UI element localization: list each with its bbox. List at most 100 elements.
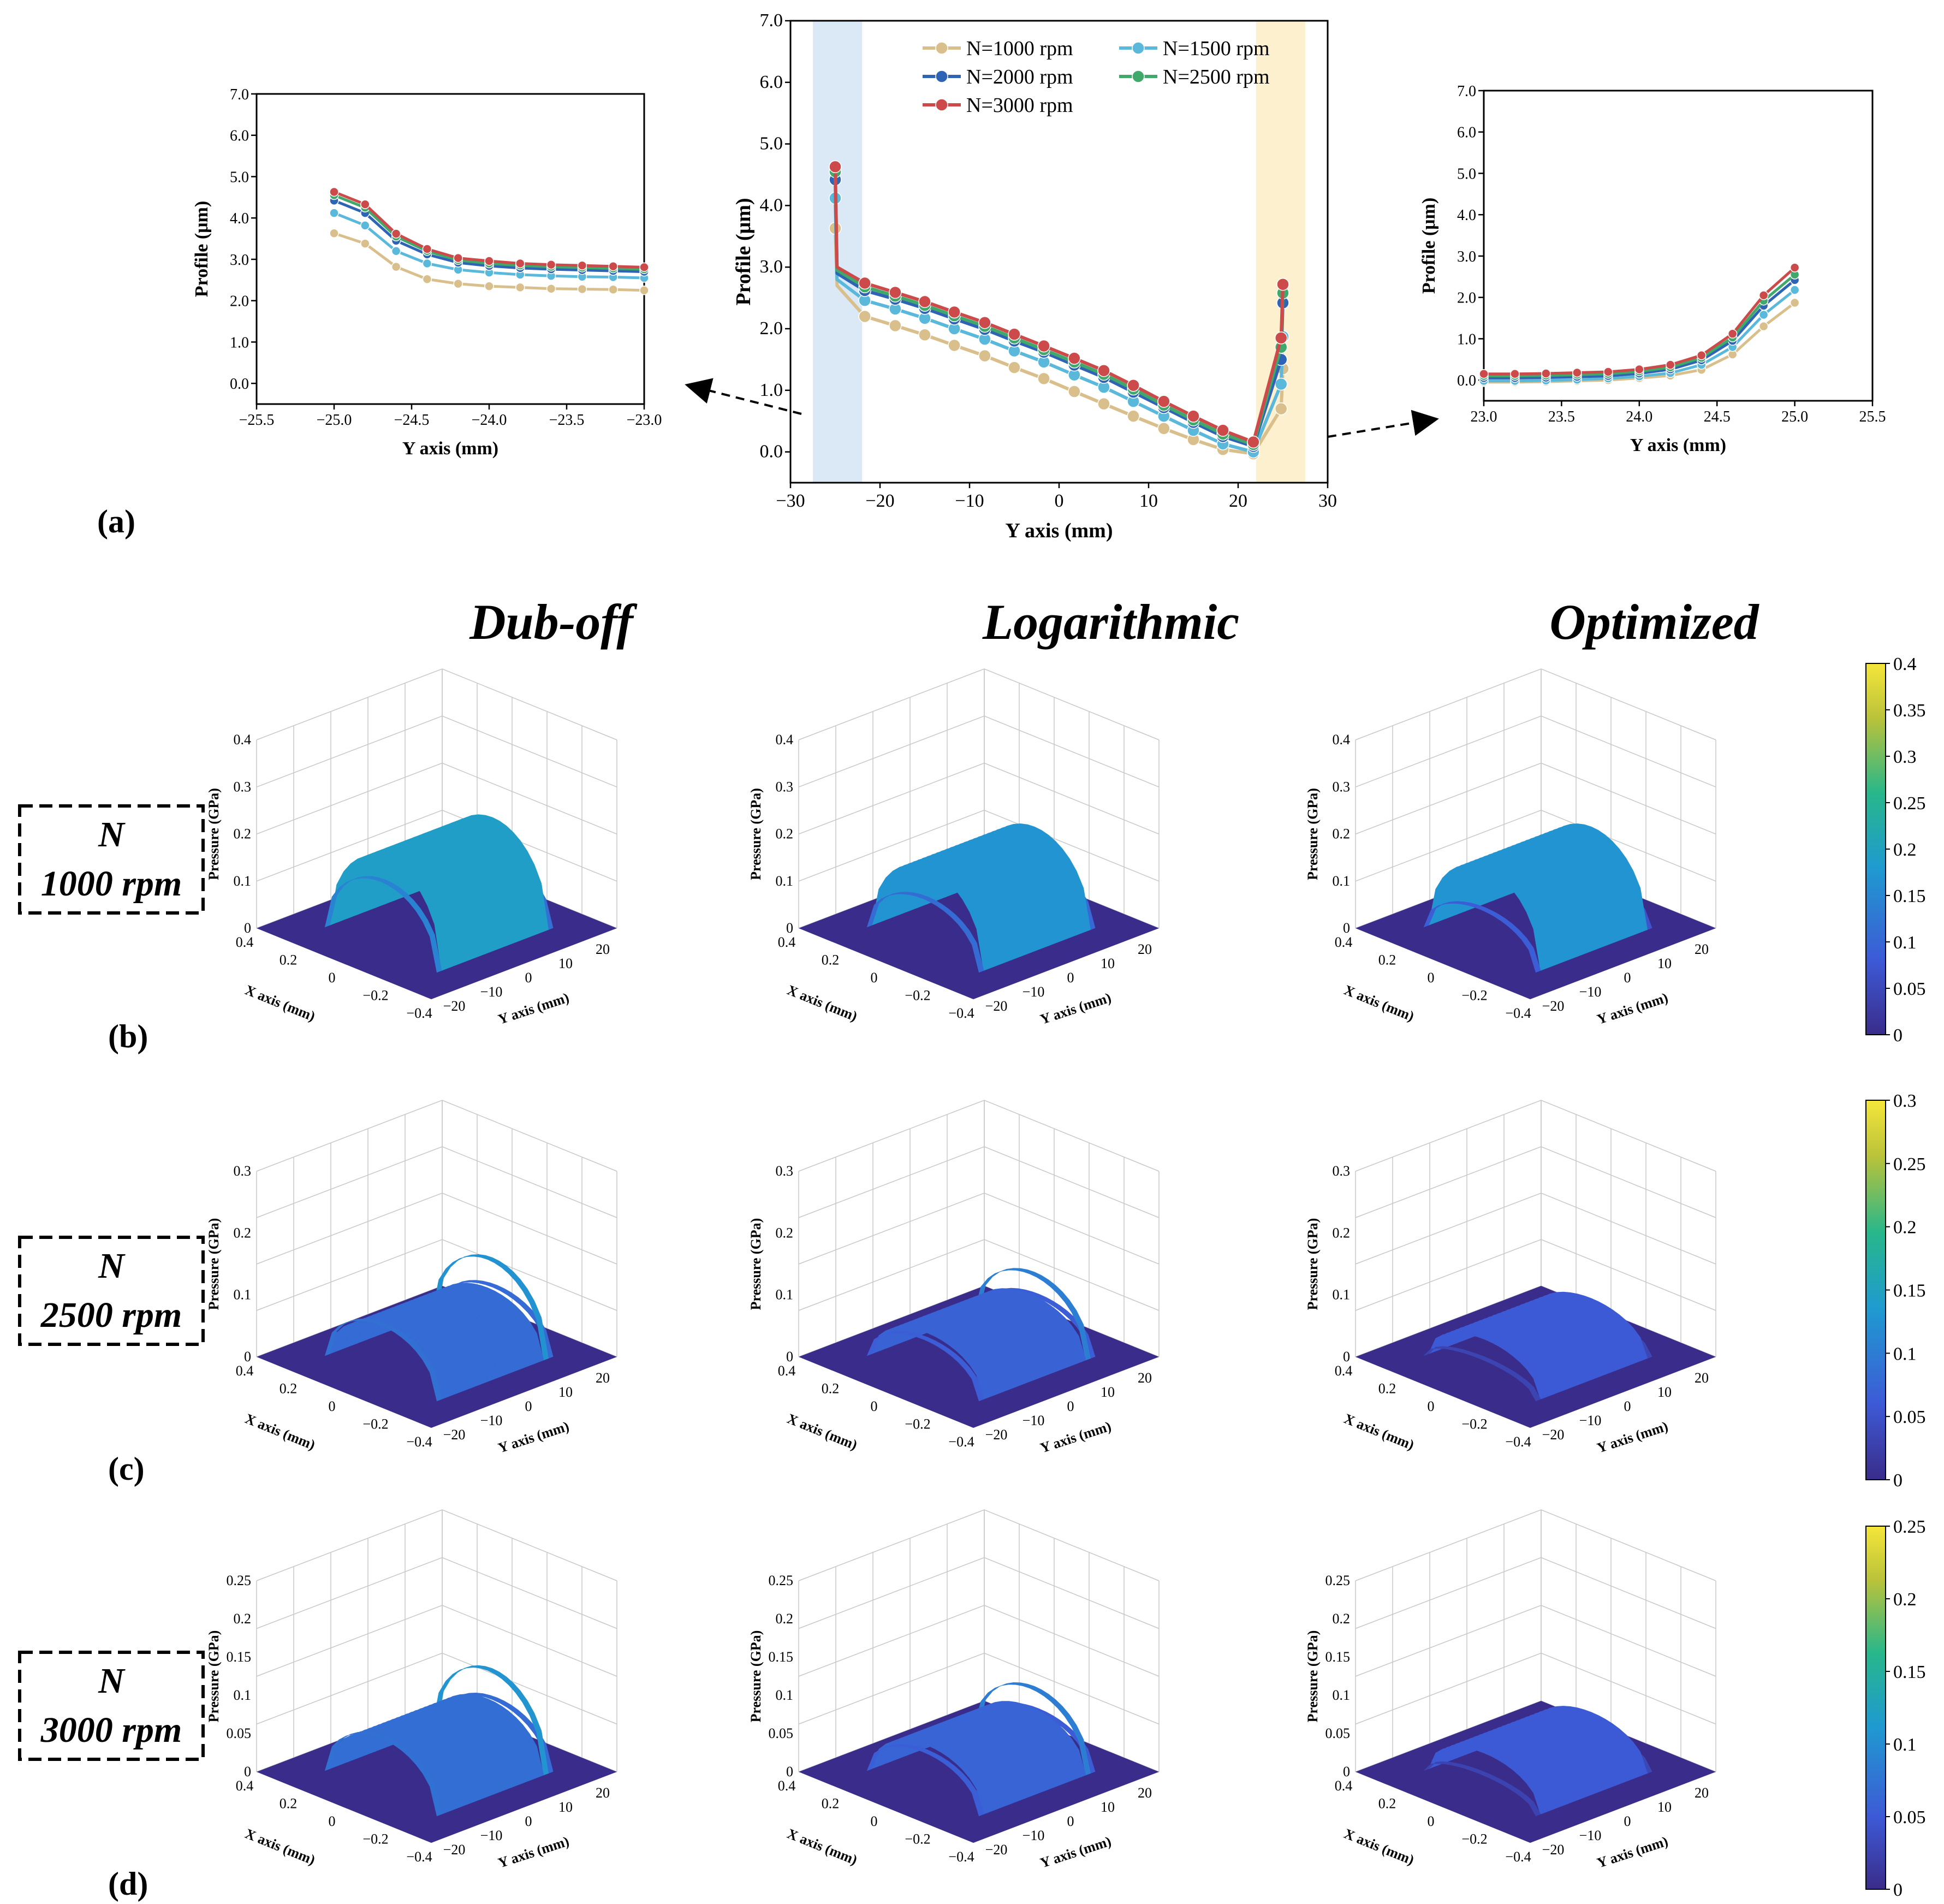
surface-1000rpm-dub-off-z-tick: 0.2	[234, 826, 252, 842]
surface-1000rpm-dub-off: 0 0.1 0.2 0.3 0.4 0.4 0.2 0 −0.2 −0.4 −20 −10 0 10 20 P…	[206, 668, 617, 1028]
surface-1000rpm-dub-off-x-tick: −0.4	[406, 1005, 432, 1021]
surface-1000rpm-logarithmic-y-tick: −20	[985, 998, 1008, 1014]
left_zoom-xtick-label: −23.5	[549, 412, 585, 429]
surface-1000rpm-dub-off-y-tick: 0	[525, 970, 532, 986]
right_zoom-xtick-label: 24.0	[1626, 408, 1652, 425]
surface-1000rpm-dub-off-z-axis-label: Pressure (GPa)	[206, 788, 222, 880]
surface-1000rpm-optimized-x-tick: 0.2	[1378, 952, 1396, 968]
surface-2500rpm-dub-off-x-axis-label: X axis (mm)	[243, 1410, 318, 1453]
surface-1000rpm-logarithmic-surface-strip	[866, 892, 984, 973]
surface-1000rpm-logarithmic-x-axis-label: X axis (mm)	[785, 982, 860, 1024]
legend-label-2500: N=2500 rpm	[1163, 66, 1270, 88]
surface-3000rpm-optimized-z-tick: 0.05	[1325, 1725, 1351, 1741]
left_zoom-ytick-label: 1.0	[230, 334, 249, 351]
surface-1000rpm-logarithmic-wall-grid	[798, 762, 1160, 835]
main-series-2000-line	[834, 179, 1285, 448]
surface-2500rpm-optimized: 0 0.1 0.2 0.3 0.4 0.2 0 −0.2 −0.4 −20 −10 0 10 20 Pres…	[1305, 1100, 1716, 1456]
main-ytick-label: 5.0	[760, 134, 783, 154]
right_zoom-series-3000-point	[1479, 369, 1489, 379]
surface-3000rpm-dub-off-x-tick: 0	[329, 1813, 336, 1829]
left_zoom-series-1500-point	[329, 208, 339, 218]
main-series-2500-line	[834, 171, 1285, 447]
main-series-1000-point	[918, 328, 931, 342]
main-series-1000-point	[978, 349, 991, 363]
surface-2500rpm-dub-off-x-tick: 0.2	[280, 1381, 298, 1397]
left_zoom-series-3000-point	[577, 260, 587, 271]
main-series-3000-point	[1068, 352, 1081, 365]
right_zoom-ytick-label: 5.0	[1457, 165, 1476, 182]
surface-3000rpm-optimized-y-axis-label: Y axis (mm)	[1595, 1833, 1670, 1871]
colorbar-tick-label: 0	[1893, 1025, 1903, 1046]
surface-3000rpm-optimized-wall-grid	[1355, 1605, 1716, 1677]
colorbar-tick-label: 0.3	[1893, 747, 1917, 767]
surface-2500rpm-logarithmic-x-tick: 0	[871, 1398, 878, 1414]
surface-2500rpm-dub-off-y-axis-label: Y axis (mm)	[496, 1418, 571, 1456]
colorbar-tick-label: 0.25	[1893, 1154, 1926, 1175]
left-zoom-profile-chart: −25.5 −25.0 −24.5 −24.0 −23.5 −23.0 0.0 1.0 2.0 3…	[192, 86, 662, 459]
left_zoom-series-3000-point	[608, 262, 618, 271]
left_zoom-ytick-label: 2.0	[230, 293, 249, 310]
surface-2500rpm-optimized-z-tick: 0.1	[1333, 1287, 1351, 1303]
surface-2500rpm-optimized-x-tick: −0.2	[1461, 1416, 1487, 1432]
surface-1000rpm-optimized-x-tick: 0	[1428, 970, 1435, 986]
colorbar-gradient	[1865, 1526, 1886, 1890]
left_zoom-ytick-label: 6.0	[230, 128, 249, 145]
main-series-3000-point	[1127, 379, 1140, 392]
surface-1000rpm-dub-off-y-tick: −20	[443, 998, 466, 1014]
left_zoom-series-1000-point	[639, 285, 649, 295]
panel-label-d: (d)	[108, 1866, 148, 1902]
colorbar-gradient	[1865, 663, 1886, 1035]
left_zoom-series-3000-point	[329, 187, 339, 197]
surface-2500rpm-logarithmic-y-tick: 10	[1101, 1384, 1115, 1400]
surface-1000rpm-optimized-x-tick: 0.4	[1335, 934, 1353, 950]
surface-3000rpm-optimized-wall-grid	[1355, 1509, 1716, 1581]
surface-3000rpm-dub-off: 0 0.05 0.1 0.15 0.2 0.25 0.4 0.2 0 −0.2 −0.4 −20 −10…	[206, 1509, 617, 1871]
surface-1000rpm-logarithmic-y-axis-label: Y axis (mm)	[1038, 989, 1113, 1027]
right_zoom-series-3000-point	[1634, 364, 1644, 375]
surface-3000rpm-dub-off-z-tick: 0	[244, 1764, 251, 1780]
left_zoom-series-1000-point	[329, 228, 339, 238]
legend-label-1000: N=1000 rpm	[966, 37, 1073, 60]
row-label-2500rpm: N 2500 rpm	[18, 1236, 205, 1346]
surface-2500rpm-optimized-wall-grid	[1355, 1193, 1716, 1265]
main-xtick-label: 20	[1229, 491, 1247, 511]
left_zoom-x-axis-label: Y axis (mm)	[402, 438, 498, 459]
main-series-3000-point	[1097, 364, 1110, 377]
surface-3000rpm-dub-off-wall-grid	[256, 1509, 617, 1581]
surface-3000rpm-logarithmic-wall-grid	[798, 1509, 1160, 1581]
right_zoom-series-3000-point	[1510, 369, 1520, 379]
main-plot-frame	[789, 20, 1329, 484]
main-series-3000-point	[1157, 395, 1170, 408]
main-series-3000-point	[1274, 331, 1288, 345]
surface-2500rpm-optimized-x-tick: 0	[1428, 1398, 1435, 1414]
surface-2500rpm-logarithmic-y-tick: −20	[985, 1427, 1008, 1443]
surface-1000rpm-dub-off-x-axis-label: X axis (mm)	[243, 982, 318, 1024]
main-series-1000-line	[834, 228, 1285, 455]
colorbar-tick-label: 0.2	[1893, 840, 1917, 860]
surface-1000rpm-optimized-x-tick: −0.2	[1461, 988, 1487, 1004]
surface-3000rpm-optimized-z-tick: 0.15	[1325, 1649, 1351, 1665]
right_zoom-ytick-label: 4.0	[1457, 207, 1476, 224]
surface-2500rpm-dub-off-y-tick: −10	[480, 1413, 503, 1428]
surface-3000rpm-logarithmic-x-tick: 0.2	[822, 1796, 840, 1812]
surface-3000rpm-logarithmic-z-tick: 0.25	[769, 1573, 794, 1588]
surface-3000rpm-optimized-x-tick: 0.2	[1378, 1796, 1396, 1812]
right_zoom-series-1000-point	[1790, 298, 1800, 308]
surface-3000rpm-dub-off-x-tick: 0.4	[236, 1778, 254, 1794]
main-xtick-label: 10	[1139, 491, 1158, 511]
colorbar-tick-label: 0.25	[1893, 793, 1926, 814]
row-label-2500-line2: 2500 rpm	[40, 1295, 182, 1335]
surface-3000rpm-dub-off-y-tick: 20	[596, 1785, 610, 1801]
main-profile-chart: −30 −20 −10 0 10 20 30 0.0 1.0 2.0 3.0 4.0 5.0 6.0 7.0…	[732, 10, 1337, 542]
surface-2500rpm-dub-off: 0 0.1 0.2 0.3 0.4 0.2 0 −0.2 −0.4 −20 −10 0 10 20 Pres…	[206, 1100, 617, 1456]
surface-2500rpm-logarithmic-x-tick: 0.2	[822, 1381, 840, 1397]
surface-1000rpm-dub-off-z-tick: 0.4	[234, 732, 252, 748]
left_zoom-series-1000-point	[422, 274, 432, 284]
right_zoom-y-axis-label: Profile (μm)	[1419, 198, 1439, 294]
main-series-1000-point	[1274, 402, 1288, 416]
left_zoom-series-1000-point	[453, 278, 463, 289]
left_zoom-ytick-label: 4.0	[230, 210, 249, 227]
main-series-3000-point	[1276, 278, 1289, 291]
surface-3000rpm-logarithmic-z-tick: 0.05	[769, 1725, 794, 1741]
